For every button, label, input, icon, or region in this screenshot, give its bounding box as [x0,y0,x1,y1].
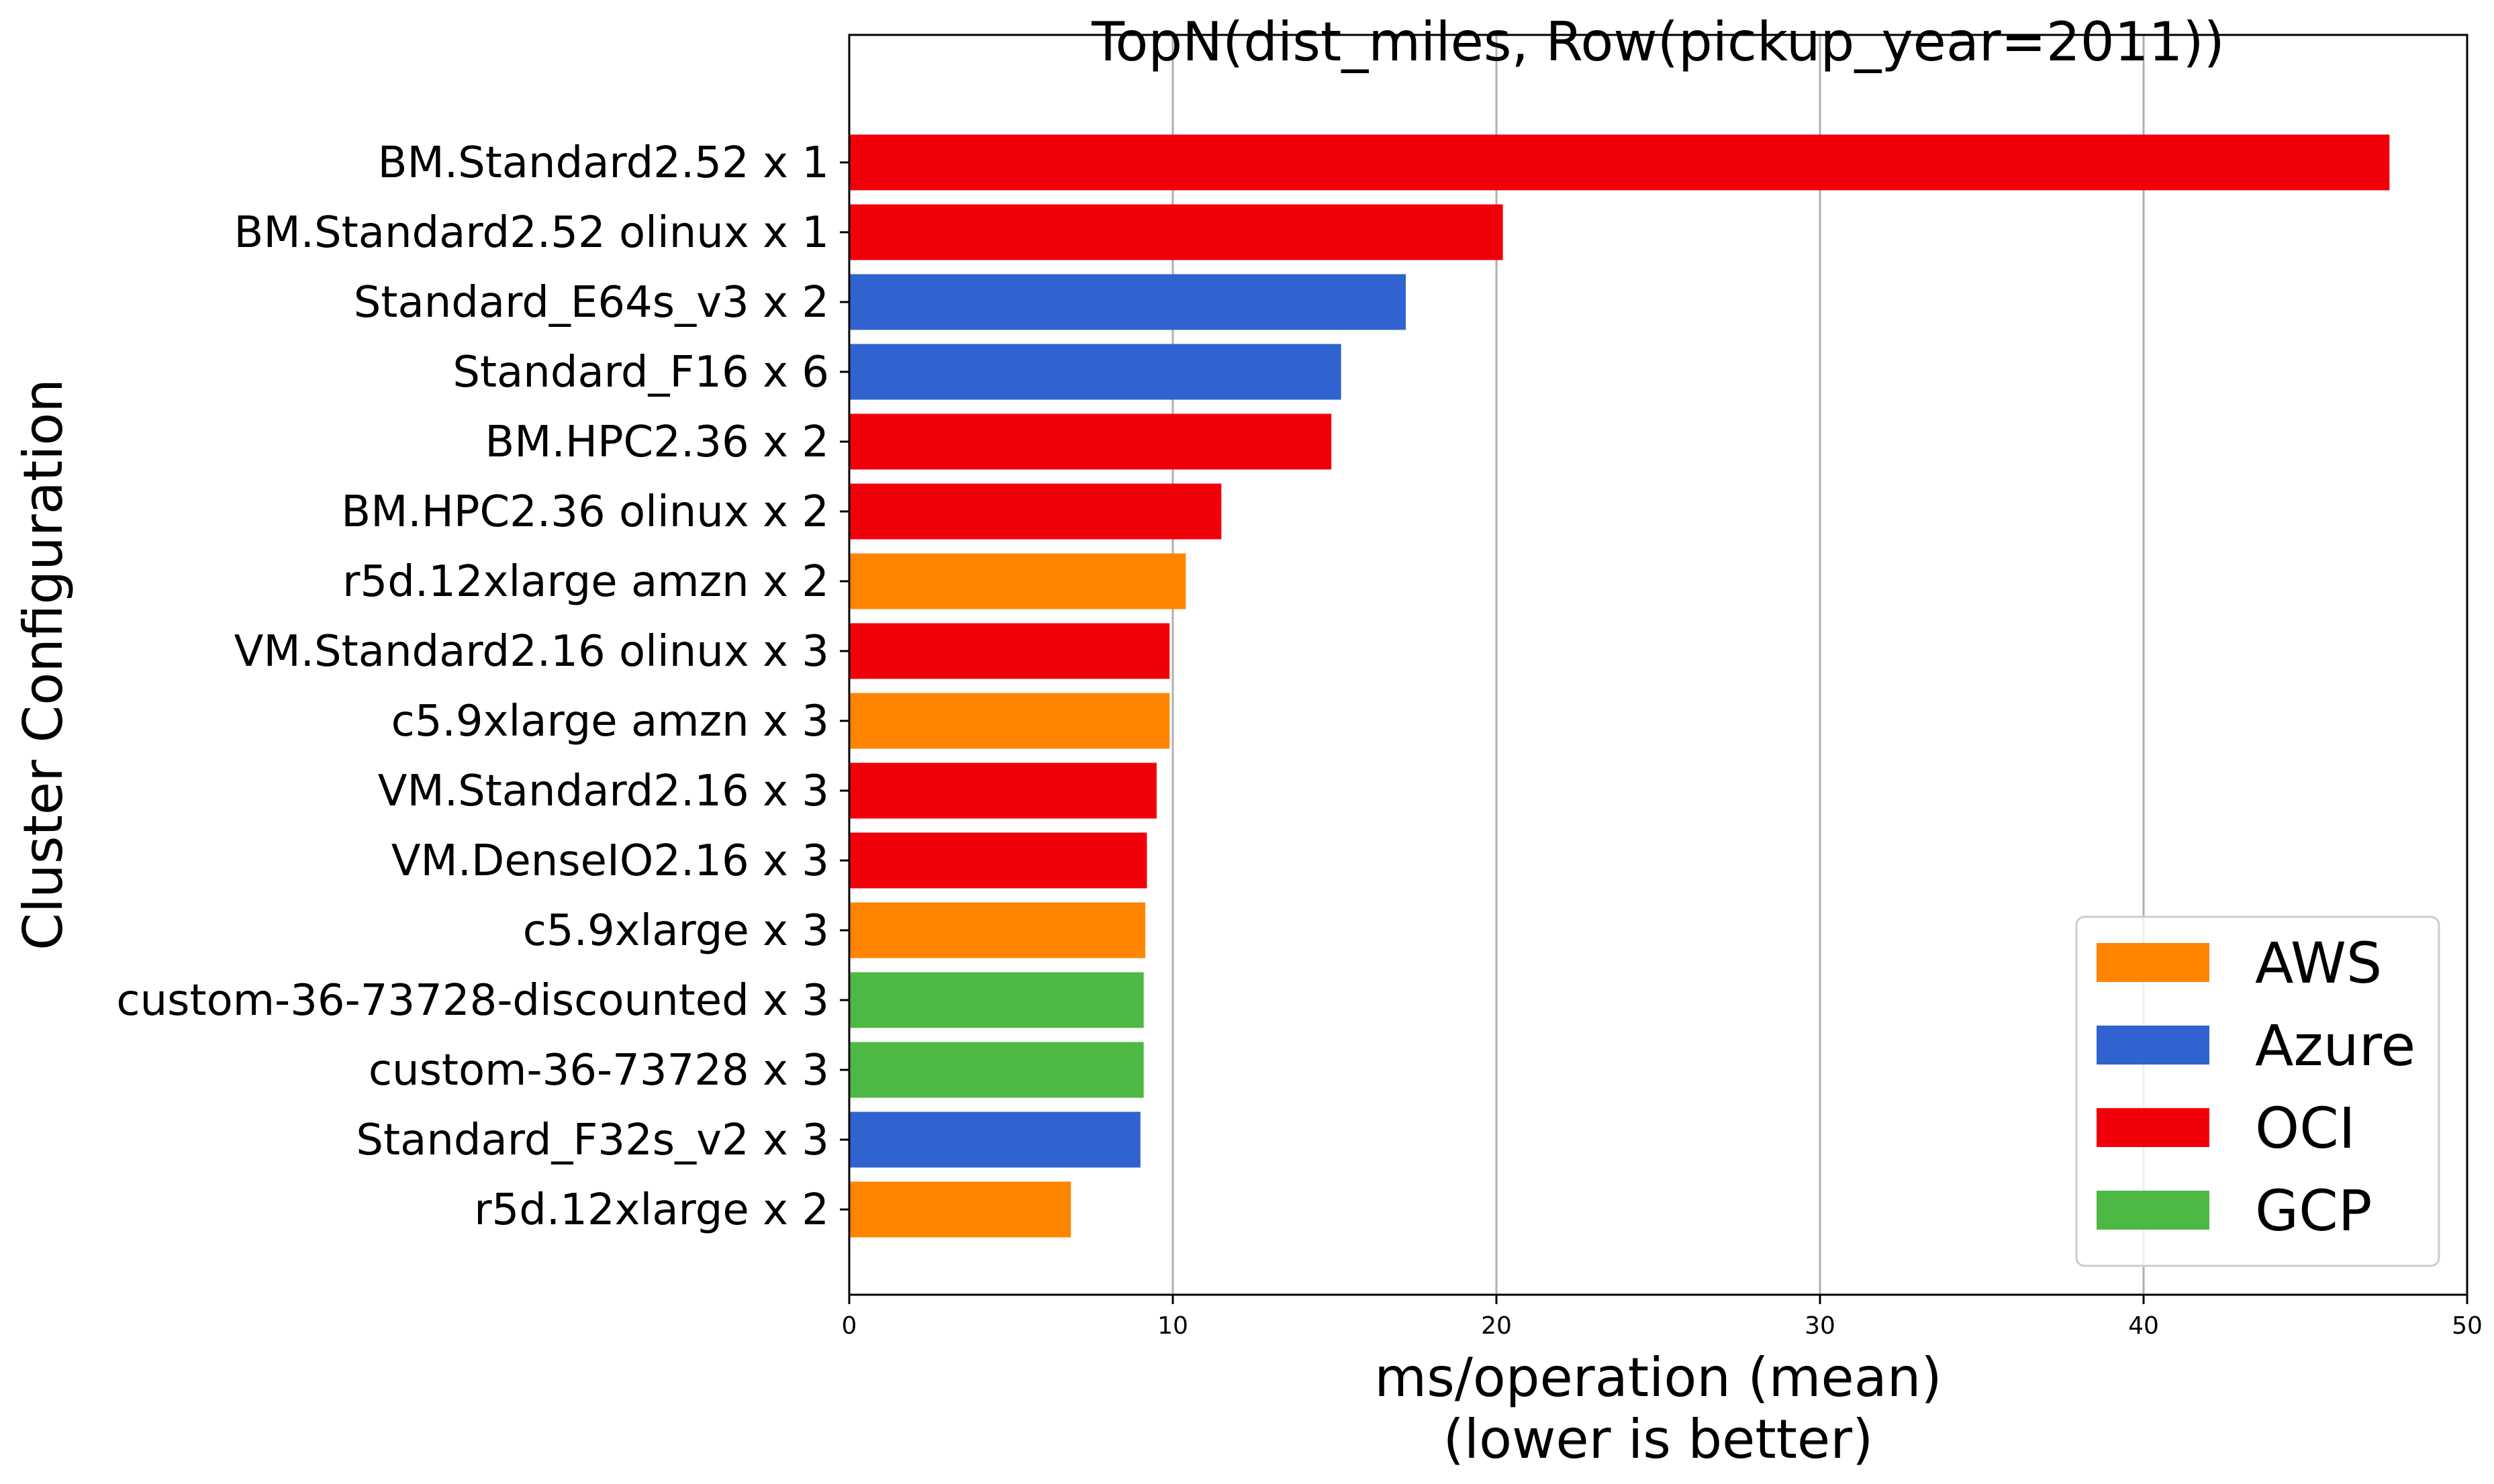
chart-title: TopN(dist_miles, Row(pickup_year=2011)) [1091,11,2225,73]
legend-swatch-aws [2097,943,2209,982]
x-ticks: 0 10 20 30 40 50 [842,1295,2483,1340]
bar-oci [849,204,1503,260]
y-tick-label: custom-36-73728 x 3 [369,1046,829,1095]
legend-label-azure: Azure [2255,1013,2415,1079]
y-tick-label: BM.HPC2.36 olinux x 2 [341,487,829,537]
bar-gcp [849,972,1144,1028]
y-tick-label: r5d.12xlarge x 2 [474,1185,829,1235]
x-tick-label: 30 [1805,1312,1835,1340]
y-tick-label: r5d.12xlarge amzn x 2 [342,557,829,607]
legend-swatch-gcp [2097,1191,2209,1230]
bar-oci [849,623,1170,679]
y-tick-label: c5.9xlarge amzn x 3 [391,697,829,746]
x-axis-sublabel: (lower is better) [1443,1408,1874,1471]
bar-azure [849,344,1341,400]
x-tick-label: 40 [2128,1312,2159,1340]
bars [849,134,2390,1238]
y-tick-label: custom-36-73728-discounted x 3 [116,976,829,1026]
legend-frame [2075,916,2440,1267]
bar-aws [849,1181,1071,1238]
x-tick-label: 20 [1481,1312,1512,1340]
bar-oci [849,413,1332,470]
legend-label-aws: AWS [2255,930,2382,996]
plot-frame [848,34,2468,1296]
legend-swatch-oci [2097,1108,2209,1147]
x-tick-label: 50 [2452,1312,2483,1340]
bar-oci [849,832,1147,889]
x-axis-label: ms/operation (mean) [1374,1346,1941,1409]
y-tick-label: Standard_E64s_v3 x 2 [354,278,829,328]
y-tick-label: BM.Standard2.52 olinux x 1 [234,208,829,258]
legend-swatch-azure [2097,1026,2209,1065]
legend: AWS Azure OCI GCP [2075,916,2440,1267]
y-tick-label: BM.Standard2.52 x 1 [378,138,829,188]
y-ticks: BM.Standard2.52 x 1 BM.Standard2.52 olinu… [116,138,849,1235]
y-tick-label: Standard_F16 x 6 [452,348,829,397]
legend-label-oci: OCI [2255,1095,2356,1161]
x-tick-label: 10 [1157,1312,1188,1340]
y-tick-label: VM.DenseIO2.16 x 3 [391,836,829,886]
bar-aws [849,902,1146,958]
bar-oci [849,483,1222,540]
y-tick-label: VM.Standard2.16 x 3 [378,766,829,816]
bar-gcp [849,1042,1144,1098]
y-axis-label: Cluster Configuration [12,379,75,950]
bar-aws [849,553,1186,609]
y-tick-label: VM.Standard2.16 olinux x 3 [234,627,829,677]
legend-label-gcp: GCP [2255,1178,2372,1244]
bar-oci [849,134,2390,191]
y-tick-label: c5.9xlarge x 3 [523,906,829,956]
bar-azure [849,1111,1141,1168]
bar-aws [849,693,1170,749]
x-tick-label: 0 [842,1312,857,1340]
y-tick-label: BM.HPC2.36 x 2 [485,417,829,467]
y-tick-label: Standard_F32s_v2 x 3 [356,1116,829,1165]
bar-oci [849,762,1157,819]
bar-azure [849,274,1406,330]
